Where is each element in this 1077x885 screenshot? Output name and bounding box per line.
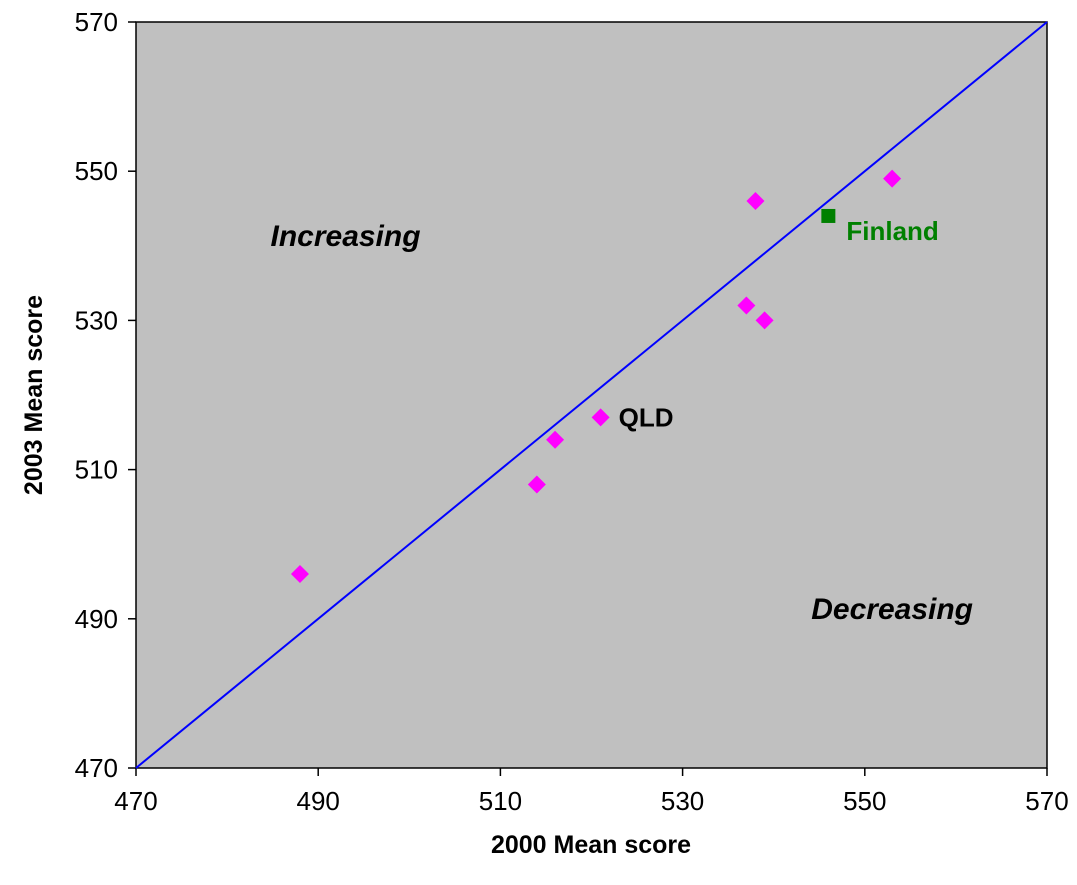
x-tick-label: 550: [843, 786, 886, 816]
data-point: [546, 430, 565, 449]
data-point: [883, 169, 902, 188]
x-tick-label: 490: [297, 786, 340, 816]
x-tick-label: 570: [1025, 786, 1068, 816]
data-point: [755, 311, 774, 330]
reference-line: [135, 21, 1048, 769]
y-axis-title: 2003 Mean score: [20, 295, 48, 495]
x-tick-label: 510: [479, 786, 522, 816]
x-tick-label: 470: [114, 786, 157, 816]
data-point: [746, 192, 765, 211]
y-tick-label: 510: [75, 455, 118, 485]
y-tick-label: 530: [75, 305, 118, 335]
data-point: [821, 208, 836, 223]
y-tick-label: 570: [75, 7, 118, 37]
region-label: Decreasing: [811, 593, 973, 626]
x-axis-title: 2000 Mean score: [491, 831, 691, 859]
data-point: [290, 565, 309, 584]
x-tick-label: 530: [661, 786, 704, 816]
data-point: [527, 475, 546, 494]
point-label: QLD: [619, 402, 674, 432]
data-points: QLD Finland: [290, 169, 939, 584]
point-label: Finland: [846, 216, 938, 246]
y-tick-label: 470: [75, 753, 118, 783]
data-point: [737, 296, 756, 315]
y-tick-label: 490: [75, 604, 118, 634]
x-axis-ticks: 470 490 510 530 550 570: [114, 768, 1069, 816]
region-annotations: Increasing Decreasing: [270, 220, 973, 626]
y-axis-ticks: 470 490 510 530 550 570: [75, 7, 136, 783]
data-point: [591, 408, 610, 427]
region-label: Increasing: [270, 220, 420, 253]
y-tick-label: 550: [75, 156, 118, 186]
